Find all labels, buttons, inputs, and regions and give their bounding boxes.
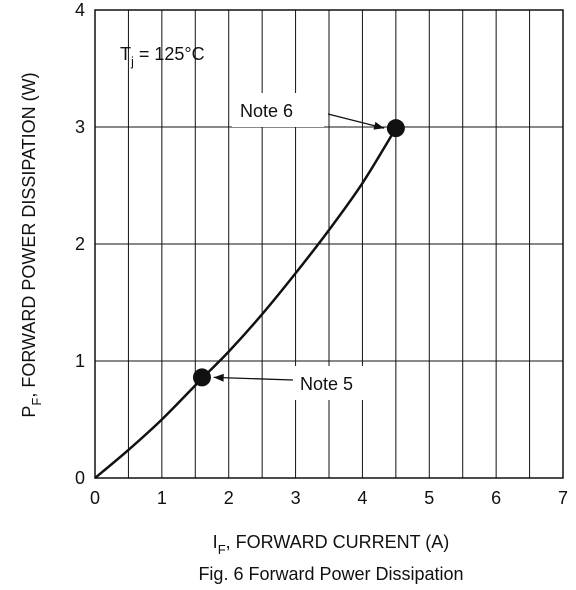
annotation-arrowhead [373,121,385,130]
y-tick-label: 2 [75,234,85,254]
series-line [94,127,397,479]
y-tick-label: 4 [75,0,85,20]
x-tick-label: 2 [224,488,234,508]
y-tick-label: 0 [75,468,85,488]
plot-frame [94,9,564,479]
annotation-arrowhead [213,373,224,382]
annotation-box [292,366,384,400]
x-tick-label: 4 [357,488,367,508]
annotation-arrow [213,376,294,381]
x-tick-label: 5 [424,488,434,508]
annotation-label: Note 5 [300,374,353,394]
data-marker [192,368,211,387]
condition-label: Tj = 125°C [120,44,205,69]
annotation-box [232,93,324,127]
x-tick-label: 1 [157,488,167,508]
annotation-label: Note 6 [240,101,293,121]
annotations: Note 5 Note 6 [192,93,405,400]
figure-caption: Fig. 6 Forward Power Dissipation [198,564,463,584]
x-tick-label: 3 [291,488,301,508]
y-tick-label: 1 [75,351,85,371]
x-tick-label: 7 [558,488,568,508]
x-tick-label: 6 [491,488,501,508]
y-axis-label: PF, FORWARD POWER DISSIPATION (W) [19,72,44,417]
x-axis-label: IF, FORWARD CURRENT (A) [213,532,450,557]
y-tick-labels: 0 1 2 3 4 [75,0,85,488]
x-tick-label: 0 [90,488,100,508]
x-tick-labels: 0 1 2 3 4 5 6 7 [90,488,568,508]
y-tick-label: 3 [75,117,85,137]
data-marker [386,119,405,138]
